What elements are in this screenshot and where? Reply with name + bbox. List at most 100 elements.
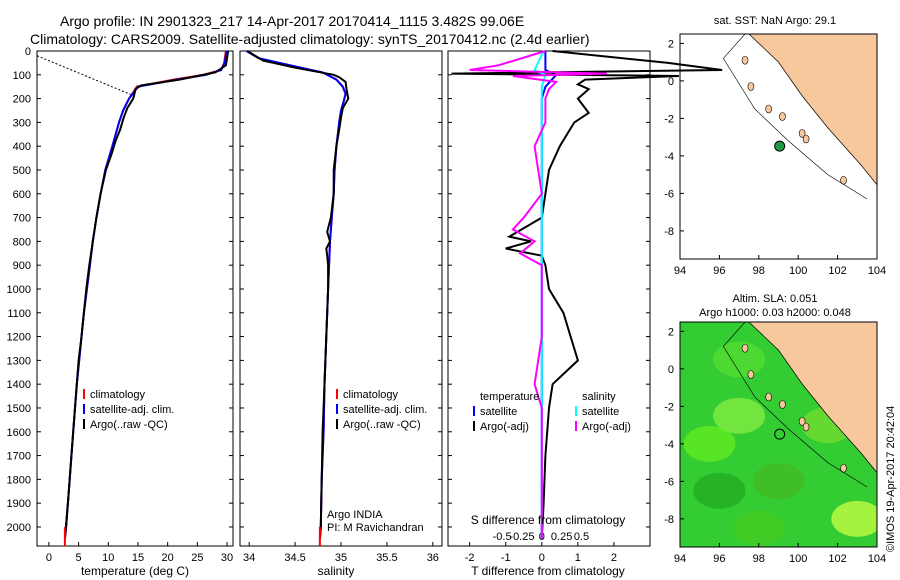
sla_map-contour (722, 322, 868, 488)
location_map-float-marker (774, 140, 786, 152)
difference-top-axis-label: S difference from climatology (471, 513, 626, 527)
sla_map-ytick-label: -8 (664, 514, 674, 526)
temperature-legend-label: satellite-adj. clim. (90, 404, 174, 416)
sla_map-xtick-label: 96 (713, 553, 725, 565)
sla_map-island (802, 422, 810, 432)
difference-xlabel: T difference from climatology (471, 564, 625, 578)
sla_map-ytick-label: -2 (664, 401, 674, 413)
temperature-ytick-label: 600 (13, 189, 31, 201)
salinity-annotation-argo-india: Argo INDIA (327, 509, 383, 521)
sla_map-island (798, 417, 806, 426)
difference-frame (447, 50, 651, 547)
figure-title-line1: Argo profile: IN 2901323_217 14-Apr-2017… (60, 13, 524, 29)
temperature-ytick-label: 1200 (7, 332, 31, 344)
temperature-ytick-label: 700 (13, 213, 31, 225)
temperature-frame (36, 50, 234, 547)
difference-top-tick-label: -0.5 (493, 531, 512, 543)
sla_map-xtick-label: 102 (828, 553, 846, 565)
figure-title-line2: Climatology: CARS2009. Satellite-adjuste… (30, 31, 590, 47)
salinity-xtick-label: 34 (243, 552, 255, 564)
salinity-xtick-label: 34.5 (284, 552, 305, 564)
temperature-xtick-label: 30 (221, 552, 233, 564)
sla_map-ytick-label: -6 (664, 476, 674, 488)
difference-xtick-label: -1 (501, 552, 511, 564)
temperature-ytick-label: 1100 (7, 308, 31, 320)
temperature-ytick-label: 400 (13, 141, 31, 153)
temperature-ytick-label: 1000 (7, 284, 31, 296)
location_map-island (802, 134, 810, 144)
location_map-xtick-label: 94 (674, 265, 686, 277)
sla_map-island (765, 392, 772, 402)
difference-legend-temperature-argo: Argo(-adj) (480, 421, 529, 433)
location_map-island (765, 104, 772, 114)
sla_map-ytick-label: 0 (668, 364, 674, 376)
sla-anomaly-patch (683, 425, 736, 462)
difference-xtick-label: -2 (465, 552, 475, 564)
location_map-ytick-label: -8 (664, 226, 674, 238)
salinity-xtick-label: 36 (427, 552, 439, 564)
temperature-ytick-label: 500 (13, 165, 31, 177)
difference-legend-salinity-satellite: satellite (582, 406, 619, 418)
difference-panel: -2 -1 0 1 2 -0.5-0.25 0 0.25 0.5 temperature satel… (447, 50, 723, 564)
temperature-xtick-label: 20 (162, 552, 174, 564)
temperature-ytick-label: 2000 (7, 522, 31, 534)
difference-legend-temperature-title: temperature (480, 391, 539, 403)
sla_map-ytick-label: -4 (664, 439, 674, 451)
location_map-ytick-label: 2 (668, 38, 674, 50)
location-map-title: sat. SST: NaN Argo: 29.1 (714, 15, 836, 27)
location_map-xtick-label: 102 (828, 265, 846, 277)
difference-top-tick-label: 0.25 (551, 531, 572, 543)
difference-top-tick-label: -0.25 (509, 531, 534, 543)
temperature-ytick-label: 1700 (7, 451, 31, 463)
location_map-xtick-label: 96 (713, 265, 725, 277)
temperature-xtick-label: 5 (76, 552, 82, 564)
sla-map-title-line1: Altim. SLA: 0.051 (733, 293, 818, 305)
location_map-xtick-label: 98 (753, 265, 765, 277)
location_map-island (747, 82, 755, 91)
salinity-xtick-label: 35 (335, 552, 347, 564)
difference-legend-temperature-satellite: satellite (480, 406, 517, 418)
location_map-island (741, 55, 749, 65)
salinity-frame (239, 50, 443, 547)
difference-xtick-label: 0 (539, 552, 545, 564)
location_map-island (779, 112, 786, 121)
location_map-ytick-label: -6 (664, 188, 674, 200)
sla_map-island (747, 370, 755, 379)
location_map-contour (722, 34, 868, 200)
location_map-island (798, 129, 806, 138)
difference-series-s-argo-adj (469, 50, 607, 539)
temperature-ytick-label: 1800 (7, 474, 31, 486)
sla_map-xtick-label: 98 (753, 553, 765, 565)
location_map-ytick-label: 0 (668, 76, 674, 88)
sla_map-landmass (748, 322, 877, 474)
temperature-panel: 0100200300400500600700800900100011001200… (7, 46, 234, 564)
temperature-ytick-label: 800 (13, 236, 31, 248)
temperature-ytick-label: 900 (13, 260, 31, 272)
temperature-ytick-label: 200 (13, 94, 31, 106)
sla_map-xtick-label: 104 (868, 553, 886, 565)
difference-legend-salinity-title: salinity (582, 391, 616, 403)
location_map-xtick-label: 104 (868, 265, 886, 277)
salinity-xlabel: salinity (318, 564, 355, 578)
sla_map-xtick-label: 94 (674, 553, 686, 565)
temperature-xtick-label: 25 (191, 552, 203, 564)
temperature-ytick-label: 300 (13, 117, 31, 129)
difference-xtick-label: 2 (611, 552, 617, 564)
temperature-xlabel: temperature (deg C) (81, 564, 189, 578)
temperature-ytick-label: 1400 (7, 379, 31, 391)
sla-anomaly-patch (732, 510, 785, 547)
sla_map-island (741, 343, 749, 353)
location_map-ytick-label: -4 (664, 151, 674, 163)
temperature-guide-line (36, 55, 136, 97)
temperature-series-argo-raw-qc (63, 50, 230, 539)
sla-anomaly-patch (693, 472, 746, 509)
salinity-legend-label: Argo(..raw -QC) (343, 419, 421, 431)
difference-top-tick-label: 0.5 (574, 531, 589, 543)
temperature-legend-label: Argo(..raw -QC) (90, 419, 168, 431)
sla_map-xtick-label: 100 (789, 553, 807, 565)
sla_map-frame (679, 321, 878, 548)
sla-anomaly-patch (752, 463, 805, 500)
sla_map-float-marker (774, 428, 786, 440)
location_map-ytick-label: -2 (664, 113, 674, 125)
